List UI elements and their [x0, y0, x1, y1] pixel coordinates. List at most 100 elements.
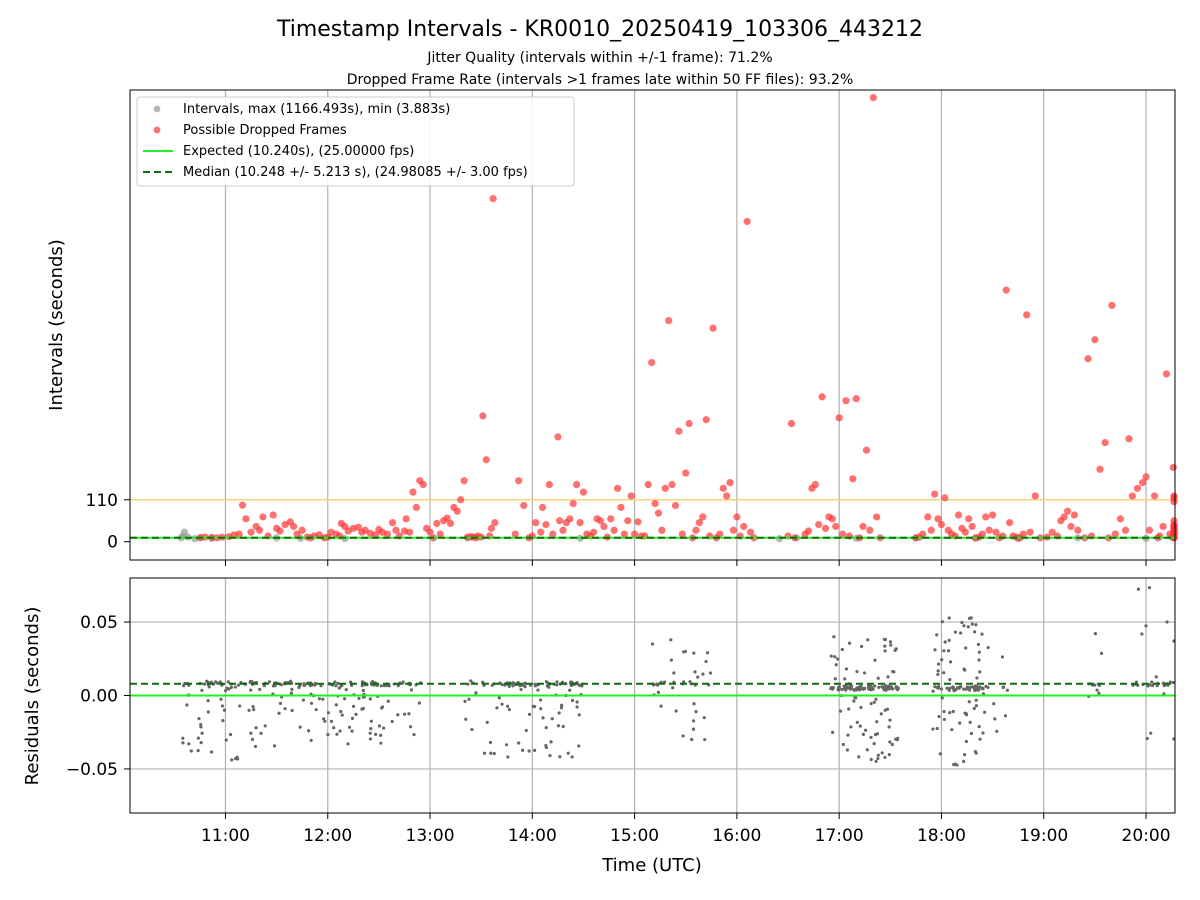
- residual-point: [883, 644, 887, 648]
- residual-point: [532, 705, 537, 709]
- dropped-frame-point: [412, 503, 420, 511]
- residual-point: [874, 759, 878, 764]
- dropped-frame-point: [692, 526, 700, 534]
- dropped-frame-point: [259, 513, 267, 521]
- residual-point: [876, 756, 880, 761]
- dropped-frame-point: [1162, 370, 1171, 378]
- residual-point: [489, 751, 493, 755]
- residual-point: [1136, 587, 1141, 591]
- dropped-frame-point: [859, 522, 867, 531]
- y-tick-label: −0.05: [66, 760, 118, 780]
- dropped-frame-point: [1170, 492, 1178, 500]
- chart-title: Timestamp Intervals - KR0010_20250419_10…: [276, 17, 923, 42]
- dropped-frame-point: [627, 492, 635, 500]
- dropped-frame-point: [532, 519, 540, 527]
- dropped-frame-point: [1006, 519, 1014, 527]
- dropped-frame-point: [1139, 479, 1147, 487]
- residual-point: [953, 762, 957, 766]
- dropped-frame-point: [549, 530, 557, 538]
- residual-point: [495, 706, 499, 710]
- residual-point: [980, 686, 984, 690]
- residual-point: [992, 702, 996, 706]
- dropped-frame-point: [542, 520, 550, 529]
- residual-point: [220, 704, 225, 708]
- residual-point: [964, 713, 969, 717]
- residual-point: [196, 749, 200, 753]
- residual-point: [973, 684, 977, 688]
- dropped-frame-point: [671, 501, 680, 510]
- intervals-y-ticks: 0 110: [86, 491, 130, 553]
- dropped-frame-point: [1074, 526, 1082, 534]
- residual-point: [671, 686, 675, 690]
- residual-point: [500, 702, 504, 706]
- dropped-frame-point: [743, 217, 751, 226]
- residual-point: [379, 684, 383, 688]
- residual-point: [561, 724, 565, 729]
- residual-point: [1093, 632, 1097, 636]
- residual-point: [541, 716, 545, 720]
- residual-point: [977, 685, 982, 689]
- residual-point: [545, 684, 549, 688]
- residual-point: [938, 752, 942, 756]
- residual-point: [884, 685, 888, 689]
- residual-point: [869, 757, 873, 762]
- legend-expected-label: Expected (10.240s), (25.00000 fps): [183, 144, 414, 159]
- residual-point: [337, 686, 341, 690]
- residual-point: [931, 689, 935, 693]
- dropped-frame-point: [446, 519, 455, 528]
- residual-point: [696, 675, 700, 679]
- residual-point: [943, 640, 947, 644]
- x-tick-label: 15:00: [610, 826, 659, 846]
- dropped-frame-point: [579, 488, 588, 496]
- residual-point: [396, 684, 400, 688]
- residual-point: [704, 659, 708, 664]
- dropped-frame-point: [242, 515, 250, 523]
- residual-point: [221, 719, 225, 723]
- dropped-frame-point: [453, 507, 461, 515]
- residual-point: [396, 713, 400, 717]
- residual-point: [557, 711, 561, 715]
- residual-point: [895, 738, 899, 742]
- residual-point: [533, 748, 537, 753]
- residual-point: [544, 745, 548, 750]
- dropped-frame-point: [631, 530, 639, 538]
- residual-point: [883, 708, 887, 712]
- dropped-frame-point: [1002, 286, 1010, 294]
- residuals-x-ticks: 11:00 12:00 13:00 14:00 15:00 16:00 17:00 18:00…: [201, 813, 1171, 846]
- residual-point: [342, 697, 347, 701]
- residual-point: [203, 682, 207, 686]
- residual-point: [875, 720, 879, 724]
- dropped-frame-point: [934, 515, 942, 523]
- residual-point: [504, 743, 509, 747]
- residual-point: [843, 685, 847, 689]
- residual-point: [485, 720, 489, 724]
- residual-point: [846, 733, 850, 737]
- dropped-frame-point: [919, 530, 927, 538]
- residual-point: [1147, 586, 1152, 590]
- residual-point: [702, 716, 706, 720]
- dropped-frame-point: [978, 530, 986, 538]
- dropped-frame-point: [1142, 473, 1150, 481]
- residual-point: [933, 685, 937, 689]
- dropped-frame-point: [607, 515, 615, 523]
- residual-point: [849, 684, 854, 688]
- residual-point: [339, 709, 343, 714]
- residual-point: [960, 620, 964, 625]
- dropped-frame-point: [988, 511, 997, 519]
- residual-point: [892, 670, 896, 674]
- residual-point: [691, 719, 696, 723]
- residual-point: [962, 624, 966, 628]
- residual-point: [980, 632, 984, 636]
- residual-point: [570, 698, 575, 703]
- residual-point: [955, 686, 960, 690]
- residual-point: [577, 713, 581, 717]
- dropped-frame-point: [554, 433, 562, 441]
- residual-point: [523, 685, 527, 689]
- residual-point: [507, 707, 511, 712]
- dropped-frame-point: [648, 358, 656, 367]
- dropped-frame-point: [1091, 336, 1099, 344]
- y-tick-label: 110: [86, 491, 118, 511]
- residual-point: [958, 685, 962, 689]
- residual-point: [693, 670, 697, 674]
- x-tick-label: 16:00: [712, 826, 761, 846]
